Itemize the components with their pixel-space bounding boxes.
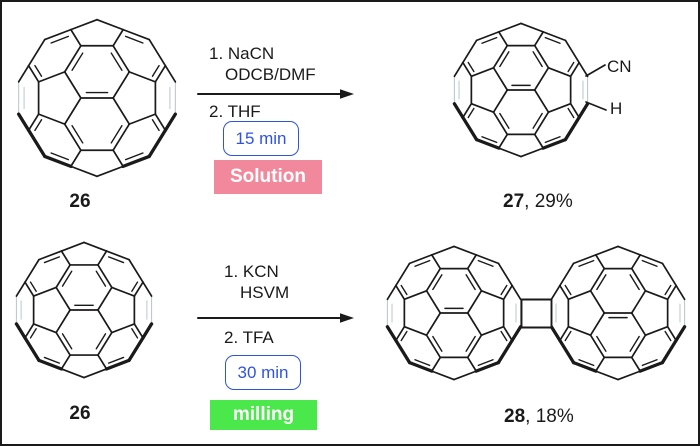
compound-yield: , 29% xyxy=(524,191,573,212)
compound-number: 28 xyxy=(504,406,526,427)
substituent-label-h: H xyxy=(610,99,623,118)
fullerene-27-product xyxy=(452,22,590,158)
reaction-arrow-bottom xyxy=(197,313,354,323)
cyclobutane-linker xyxy=(520,298,553,329)
compound-label-reactant-bottom: 26 xyxy=(62,403,98,425)
reagents-step2-bottom: 2. TFA xyxy=(224,328,274,347)
compound-label-product-bottom: 28, 18% xyxy=(504,406,574,428)
fullerene-28-left xyxy=(385,245,523,381)
substituent-bonds-27 xyxy=(585,64,607,111)
reagents-step2-top: 2. THF xyxy=(209,102,261,121)
substituent-label-cn: CN xyxy=(607,57,632,76)
method-badge-milling: milling xyxy=(210,400,317,430)
compound-label-product-top: 27, 29% xyxy=(503,191,573,213)
arrowhead xyxy=(340,313,354,323)
compound-yield: , 18% xyxy=(525,406,574,427)
reagents-step1-bottom: 1. KCN HSVM xyxy=(224,261,289,303)
reagent-line2: HSVM xyxy=(240,283,290,302)
compound-number: 27 xyxy=(503,191,525,212)
reagent-line2: ODCB/DMF xyxy=(225,65,316,84)
time-badge-top: 15 min xyxy=(223,121,299,156)
fullerene-26-top xyxy=(16,18,178,178)
fullerene-28-right xyxy=(549,245,687,381)
reagents-step1-top: 1. NaCN ODCB/DMF xyxy=(209,43,316,85)
reaction-arrow-top xyxy=(197,89,354,99)
method-badge-solution: Solution xyxy=(214,160,322,194)
arrowhead xyxy=(340,89,354,99)
reagent-line1: 1. KCN xyxy=(224,262,279,281)
time-badge-bottom: 30 min xyxy=(225,355,301,390)
compound-label-reactant-top: 26 xyxy=(62,191,98,213)
compound-number: 26 xyxy=(69,403,91,424)
fullerene-26-bottom xyxy=(14,241,154,379)
compound-number: 26 xyxy=(69,191,91,212)
reagent-line1: 1. NaCN xyxy=(209,44,275,63)
